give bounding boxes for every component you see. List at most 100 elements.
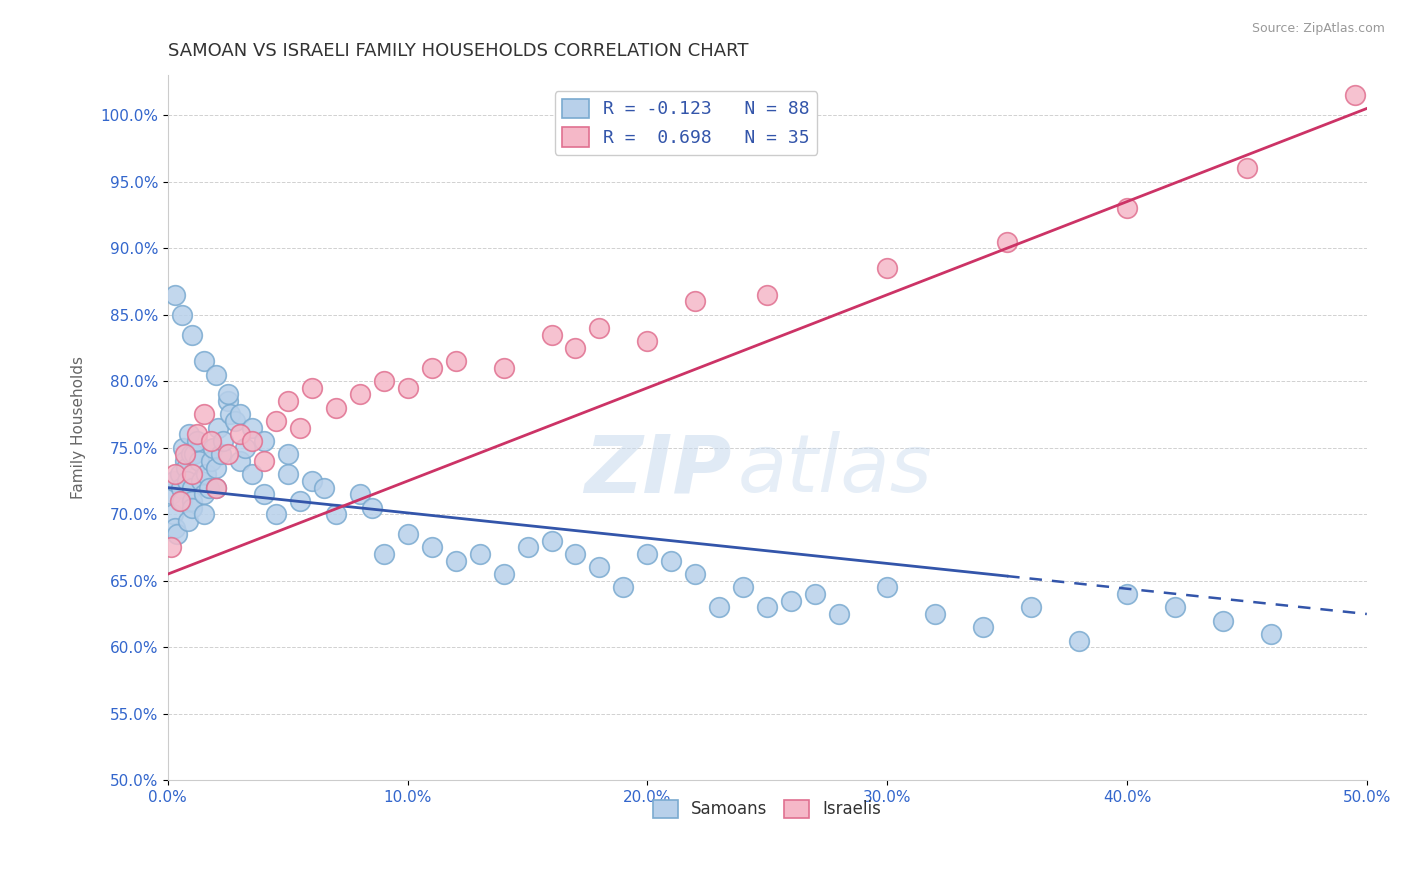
Point	[172, 441, 194, 455]
Point	[169, 494, 191, 508]
Point	[420, 360, 443, 375]
Point	[995, 235, 1018, 249]
Point	[492, 360, 515, 375]
Point	[207, 421, 229, 435]
Point	[162, 507, 184, 521]
Point	[253, 434, 276, 448]
Point	[173, 454, 195, 468]
Point	[780, 593, 803, 607]
Point	[564, 341, 586, 355]
Point	[396, 527, 419, 541]
Point	[174, 460, 197, 475]
Point	[240, 421, 263, 435]
Point	[661, 554, 683, 568]
Text: atlas: atlas	[737, 431, 932, 509]
Point	[540, 327, 562, 342]
Point	[163, 520, 186, 534]
Point	[186, 427, 208, 442]
Point	[516, 541, 538, 555]
Point	[1164, 600, 1187, 615]
Point	[209, 447, 232, 461]
Point	[179, 427, 201, 442]
Point	[1019, 600, 1042, 615]
Point	[685, 294, 707, 309]
Point	[264, 414, 287, 428]
Point	[1344, 88, 1367, 103]
Point	[217, 447, 239, 461]
Point	[212, 434, 235, 448]
Point	[972, 620, 994, 634]
Point	[360, 500, 382, 515]
Point	[468, 547, 491, 561]
Point	[444, 354, 467, 368]
Point	[288, 421, 311, 435]
Point	[588, 560, 610, 574]
Point	[685, 567, 707, 582]
Point	[277, 394, 299, 409]
Point	[219, 408, 242, 422]
Point	[240, 467, 263, 482]
Point	[301, 474, 323, 488]
Point	[202, 441, 225, 455]
Point	[180, 467, 202, 482]
Point	[170, 481, 193, 495]
Point	[924, 607, 946, 621]
Text: ZIP: ZIP	[583, 431, 731, 509]
Point	[420, 541, 443, 555]
Point	[163, 467, 186, 482]
Point	[173, 447, 195, 461]
Y-axis label: Family Households: Family Households	[72, 356, 86, 500]
Point	[229, 408, 252, 422]
Point	[163, 474, 186, 488]
Point	[172, 494, 194, 508]
Point	[1116, 587, 1139, 601]
Point	[204, 368, 226, 382]
Point	[253, 487, 276, 501]
Point	[193, 354, 215, 368]
Point	[193, 487, 215, 501]
Point	[804, 587, 827, 601]
Point	[186, 434, 208, 448]
Point	[636, 334, 658, 349]
Point	[180, 447, 202, 461]
Point	[160, 541, 183, 555]
Point	[1212, 614, 1234, 628]
Point	[190, 474, 212, 488]
Point	[264, 507, 287, 521]
Point	[588, 321, 610, 335]
Point	[325, 507, 347, 521]
Point	[204, 481, 226, 495]
Point	[200, 454, 222, 468]
Point	[180, 500, 202, 515]
Point	[492, 567, 515, 582]
Point	[277, 447, 299, 461]
Point	[1260, 627, 1282, 641]
Point	[612, 581, 634, 595]
Point	[828, 607, 851, 621]
Point	[169, 467, 191, 482]
Point	[373, 547, 395, 561]
Point	[373, 374, 395, 388]
Point	[876, 581, 898, 595]
Point	[197, 481, 219, 495]
Legend: Samoans, Israelis: Samoans, Israelis	[647, 793, 889, 825]
Point	[240, 434, 263, 448]
Point	[444, 554, 467, 568]
Point	[876, 261, 898, 276]
Point	[183, 447, 205, 461]
Point	[301, 381, 323, 395]
Point	[349, 487, 371, 501]
Point	[217, 387, 239, 401]
Point	[756, 600, 779, 615]
Point	[253, 454, 276, 468]
Point	[180, 494, 202, 508]
Point	[636, 547, 658, 561]
Point	[200, 434, 222, 448]
Point	[180, 327, 202, 342]
Point	[188, 454, 211, 468]
Text: Source: ZipAtlas.com: Source: ZipAtlas.com	[1251, 22, 1385, 36]
Point	[349, 387, 371, 401]
Point	[1116, 201, 1139, 215]
Point	[277, 467, 299, 482]
Point	[180, 481, 202, 495]
